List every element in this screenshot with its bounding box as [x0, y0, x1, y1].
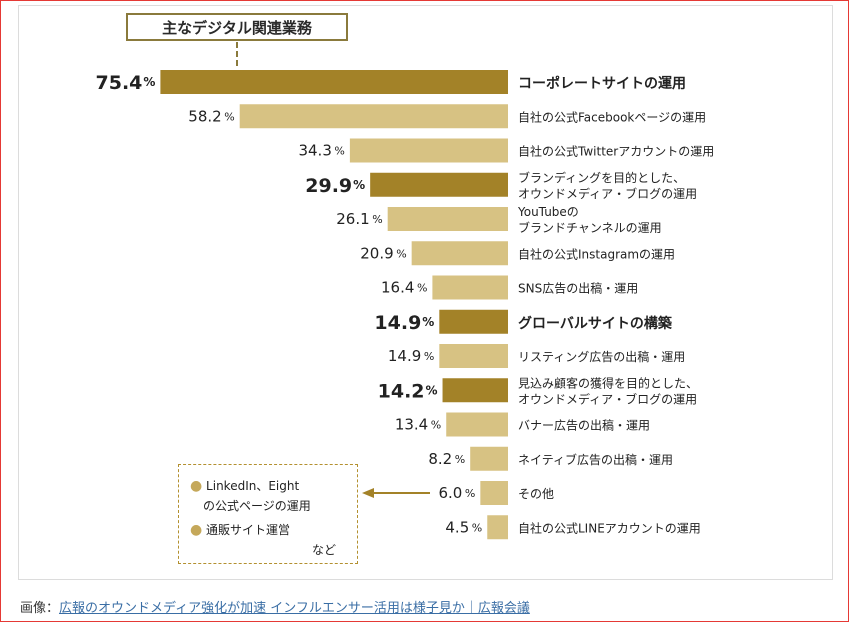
- unit-label: %: [422, 315, 434, 329]
- bar-10: [442, 378, 508, 403]
- category-label: その他: [518, 487, 554, 501]
- value-label: 8.2: [428, 450, 452, 468]
- bar-2: [239, 104, 508, 129]
- chart-panel: [18, 5, 833, 580]
- bar-11: [446, 412, 508, 437]
- value-label: 20.9: [360, 244, 393, 262]
- value-label: 75.4: [96, 72, 143, 94]
- category-label: ネイティブ広告の出稿・運用: [518, 452, 673, 467]
- value-label: 34.3: [298, 142, 331, 160]
- value-label: 14.2: [378, 380, 425, 402]
- category-label: 自社の公式Instagramの運用: [518, 246, 675, 261]
- unit-label: %: [417, 282, 427, 295]
- value-label: 58.2: [188, 107, 221, 125]
- bar-5: [387, 207, 508, 231]
- category-label: バナー広告の出稿・運用: [518, 418, 650, 433]
- bar-9: [439, 344, 508, 368]
- category-label: 自社の公式LINEアカウントの運用: [518, 520, 701, 535]
- caption-link[interactable]: 広報のオウンドメディア強化が加速 インフルエンサー活用は様子見か｜広報会議: [59, 601, 530, 616]
- bullet-icon: ●: [190, 522, 203, 538]
- category-label: 自社の公式Twitterアカウントの運用: [518, 144, 714, 159]
- chart-title: 主なデジタル関連業務: [126, 13, 348, 41]
- unit-label: %: [353, 178, 365, 192]
- value-label: 14.9: [388, 347, 421, 365]
- note-item-etc: など: [312, 543, 337, 557]
- unit-label: %: [472, 521, 482, 534]
- value-label: 6.0: [438, 484, 462, 502]
- value-label: 14.9: [374, 312, 421, 334]
- bar-14: [487, 515, 508, 540]
- unit-label: %: [455, 453, 465, 466]
- bar-1: [160, 70, 508, 94]
- unit-label: %: [465, 487, 475, 500]
- unit-label: %: [396, 247, 406, 260]
- unit-label: %: [334, 145, 344, 158]
- note-item-linkedin: ● LinkedIn、Eight: [190, 478, 300, 494]
- category-label: グローバルサイトの構築: [518, 315, 673, 332]
- arrow-head-icon: [362, 488, 374, 498]
- category-label: リスティング広告の出稿・運用: [518, 349, 685, 364]
- value-label: 26.1: [336, 210, 369, 228]
- unit-label: %: [224, 110, 234, 123]
- value-label: 13.4: [395, 416, 428, 434]
- unit-label: %: [426, 383, 438, 397]
- bullet-icon: ●: [190, 478, 203, 494]
- unit-label: %: [424, 350, 434, 363]
- bar-4: [370, 172, 508, 197]
- unit-label: %: [431, 419, 441, 432]
- category-label: YouTubeのブランドチャンネルの運用: [517, 205, 662, 235]
- unit-label: %: [372, 213, 382, 226]
- other-note-box: [178, 464, 358, 564]
- image-caption: 画像：広報のオウンドメディア強化が加速 インフルエンサー活用は様子見か｜広報会議: [20, 597, 530, 616]
- category-label: 自社の公式Facebookページの運用: [518, 109, 706, 124]
- note-item-ec: ● 通販サイト運営: [190, 522, 291, 538]
- value-label: 29.9: [305, 175, 352, 197]
- unit-label: %: [143, 75, 155, 89]
- bar-13: [480, 481, 508, 505]
- category-label: 見込み顧客の獲得を目的とした、オウンドメディア・ブログの運用: [518, 375, 698, 406]
- category-label: コーポレートサイトの運用: [518, 75, 686, 92]
- title-connector: [236, 42, 238, 66]
- value-label: 16.4: [381, 279, 414, 297]
- note-item-linkedin-cont: の公式ページの運用: [203, 499, 311, 513]
- bar-8: [439, 309, 508, 334]
- bar-6: [411, 241, 508, 266]
- value-label: 4.5: [445, 518, 469, 536]
- category-label: SNS広告の出稿・運用: [518, 281, 638, 296]
- category-label: ブランディングを目的とした、オウンドメディア・ブログの運用: [518, 170, 697, 201]
- bar-12: [470, 446, 508, 471]
- bar-3: [349, 138, 508, 163]
- caption-prefix: 画像：: [20, 601, 60, 616]
- bar-7: [432, 275, 508, 300]
